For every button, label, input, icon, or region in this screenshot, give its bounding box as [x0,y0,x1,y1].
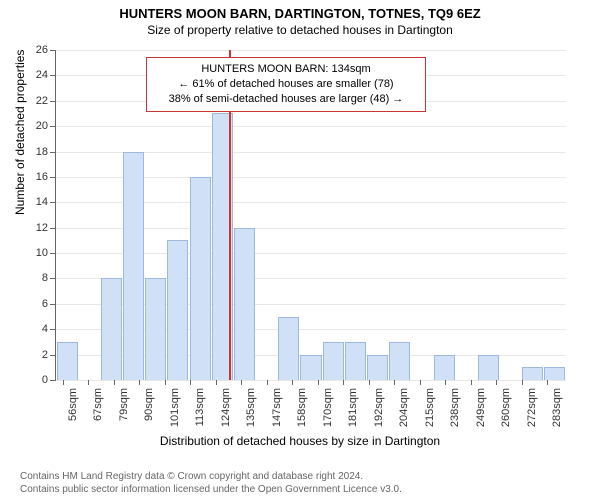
gridline [56,126,566,127]
x-tick [292,380,293,385]
annotation-line3: 38% of semi-detached houses are larger (… [155,92,417,107]
x-tick-label: 283sqm [551,388,563,427]
x-tick-label: 158sqm [296,388,308,427]
x-tick [369,380,370,385]
histogram-bar [101,278,122,380]
x-tick-label: 124sqm [220,388,232,427]
gridline [56,380,566,381]
histogram-bar [278,317,299,380]
x-tick-label: 238sqm [449,388,461,427]
annotation-box: HUNTERS MOON BARN: 134sqm ← 61% of detac… [146,57,426,112]
x-tick-label: 204sqm [398,388,410,427]
y-tick-label: 18 [36,146,56,158]
y-tick-label: 6 [42,298,56,310]
histogram-bar [478,355,499,380]
y-tick-label: 14 [36,196,56,208]
x-tick-label: 90sqm [143,388,155,421]
x-tick-label: 56sqm [67,388,79,421]
histogram-bar [345,342,366,380]
x-tick-label: 192sqm [373,388,385,427]
histogram-bar [234,228,255,380]
y-tick-label: 22 [36,95,56,107]
footer-line2: Contains public sector information licen… [20,483,600,496]
histogram-bar [123,152,144,380]
y-tick-label: 4 [42,323,56,335]
x-tick [445,380,446,385]
x-tick [139,380,140,385]
y-tick-label: 8 [42,272,56,284]
x-tick-label: 181sqm [347,388,359,427]
footer: Contains HM Land Registry data © Crown c… [0,470,600,496]
histogram-bar [434,355,455,380]
x-axis-label: Distribution of detached houses by size … [0,434,600,448]
x-tick [394,380,395,385]
annotation-line2: ← 61% of detached houses are smaller (78… [155,77,417,92]
x-tick-label: 147sqm [271,388,283,427]
x-tick [547,380,548,385]
y-tick-label: 10 [36,247,56,259]
x-tick-label: 272sqm [526,388,538,427]
y-tick-label: 12 [36,222,56,234]
histogram-bar [145,278,166,380]
x-tick [114,380,115,385]
y-tick-label: 24 [36,69,56,81]
x-tick [522,380,523,385]
chart-title: HUNTERS MOON BARN, DARTINGTON, TOTNES, T… [0,0,600,21]
y-tick-label: 2 [42,349,56,361]
x-tick-label: 101sqm [169,388,181,427]
x-tick-label: 79sqm [118,388,130,421]
histogram-bar [300,355,321,380]
y-tick-label: 26 [36,44,56,56]
plot-area: HUNTERS MOON BARN: 134sqm ← 61% of detac… [55,50,566,381]
x-tick [318,380,319,385]
x-tick [471,380,472,385]
x-tick-label: 67sqm [92,388,104,421]
y-axis-label: Number of detached properties [13,50,27,215]
y-tick-label: 16 [36,171,56,183]
x-tick-label: 135sqm [245,388,257,427]
x-tick [88,380,89,385]
y-tick-label: 0 [42,374,56,386]
histogram-bar [522,367,543,380]
x-tick [216,380,217,385]
x-tick-label: 113sqm [194,388,206,426]
annotation-line1: HUNTERS MOON BARN: 134sqm [155,62,417,77]
footer-line1: Contains HM Land Registry data © Crown c… [20,470,600,483]
chart-container: HUNTERS MOON BARN, DARTINGTON, TOTNES, T… [0,0,600,500]
x-tick [420,380,421,385]
chart-subtitle: Size of property relative to detached ho… [0,21,600,37]
x-tick-label: 215sqm [424,388,436,427]
x-tick-label: 170sqm [322,388,334,427]
x-tick [343,380,344,385]
histogram-bar [167,240,188,380]
x-tick [63,380,64,385]
histogram-bar [57,342,78,380]
histogram-bar [323,342,344,380]
x-tick [165,380,166,385]
x-tick-label: 260sqm [500,388,512,427]
histogram-bar [367,355,388,380]
y-tick-label: 20 [36,120,56,132]
x-tick [496,380,497,385]
x-tick [190,380,191,385]
gridline [56,50,566,51]
histogram-bar [389,342,410,380]
histogram-bar [544,367,565,380]
x-tick-label: 249sqm [475,388,487,427]
x-tick [267,380,268,385]
histogram-bar [190,177,211,380]
x-tick [241,380,242,385]
